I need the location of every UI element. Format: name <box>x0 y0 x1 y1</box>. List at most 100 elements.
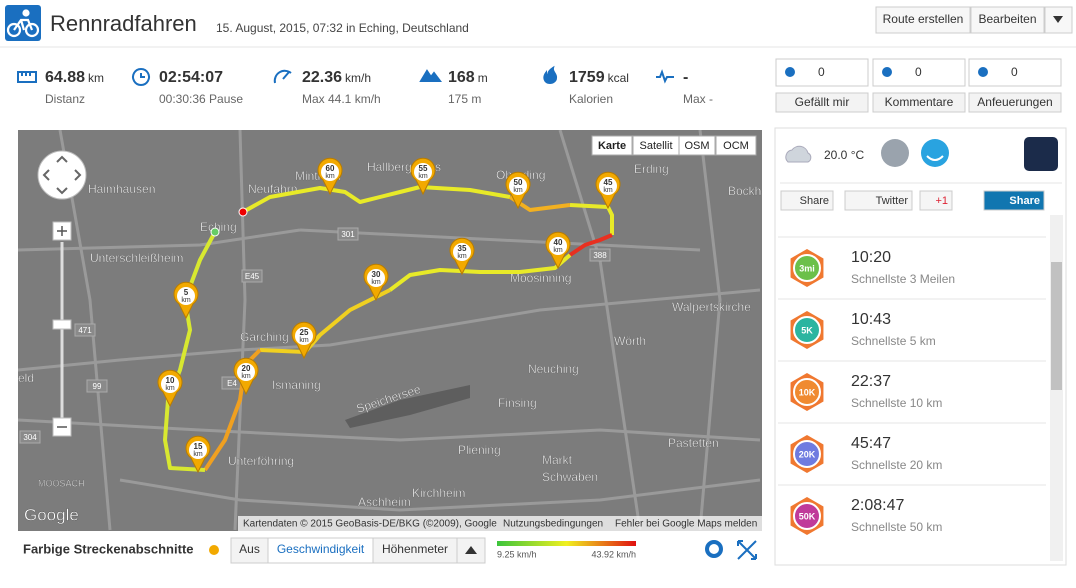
map-type-button[interactable] <box>591 135 633 156</box>
social-button[interactable] <box>775 92 869 113</box>
bike-glyph <box>6 9 40 38</box>
place-label: Garching <box>240 330 289 344</box>
stat-label: 175 m <box>448 92 481 106</box>
legend-tab-label[interactable]: Aus <box>239 542 260 556</box>
map-road <box>698 130 722 531</box>
zoom-handle[interactable] <box>52 319 72 330</box>
social-count: 0 <box>818 65 825 79</box>
record-label: Schnellste 20 km <box>851 458 942 472</box>
share-button[interactable] <box>844 190 913 211</box>
terms-link[interactable]: Nutzungsbedingungen <box>503 519 603 530</box>
km-marker-number: 20 <box>242 364 251 373</box>
header-button[interactable] <box>875 6 971 34</box>
place-label: Schwaben <box>542 470 598 484</box>
stat-label: Max 44.1 km/h <box>302 92 381 106</box>
stat-value: 64.88 <box>45 69 85 86</box>
stat-label: 00:30:36 Pause <box>159 92 243 106</box>
speed-gradient <box>497 541 636 546</box>
km-marker-face <box>414 163 432 181</box>
place-label: MOOSACH <box>38 478 85 488</box>
record-time: 10:43 <box>851 311 891 328</box>
map[interactable]: HaimhausenNeufahrnMintrachHallbergmoosOb… <box>18 130 768 531</box>
share-label[interactable]: Twitter <box>876 195 909 207</box>
header-buttons: Route erstellen Bearbeiten <box>875 6 1073 34</box>
social-icon <box>785 67 795 77</box>
header-button-label[interactable]: Bearbeiten <box>978 12 1036 26</box>
km-marker-unit: km <box>418 173 428 180</box>
km-marker-unit: km <box>457 253 467 260</box>
share-button[interactable] <box>983 190 1045 211</box>
social-button-label[interactable]: Gefällt mir <box>795 95 850 109</box>
road-shield <box>86 379 108 393</box>
km-marker-face <box>321 163 339 181</box>
route-segment <box>568 233 613 257</box>
km-marker-number: 25 <box>300 328 309 337</box>
stat-label: Distanz <box>45 92 85 106</box>
place-label: Bockho <box>728 184 768 198</box>
stat-icon <box>419 69 442 82</box>
place-label: Haimhausen <box>88 182 155 196</box>
record-badge-label: 10K <box>799 387 816 397</box>
km-marker-unit: km <box>325 173 335 180</box>
share-button[interactable] <box>780 190 834 211</box>
pan-control[interactable] <box>37 150 87 200</box>
record-badge-label: 3mi <box>799 263 815 273</box>
surface-icon <box>881 139 909 167</box>
report-link[interactable]: Fehler bei Google Maps melden <box>615 519 757 530</box>
fullscreen-icon[interactable] <box>737 540 757 560</box>
place-label: Unterschleißheim <box>90 251 183 265</box>
map-type-button[interactable] <box>678 135 716 156</box>
km-marker-unit: km <box>193 451 203 458</box>
social-button-label[interactable]: Anfeuerungen <box>977 95 1052 109</box>
pan-arrows <box>42 155 82 195</box>
social-button[interactable] <box>872 92 966 113</box>
km-marker-face <box>367 269 385 287</box>
place-label: Eching <box>200 220 237 234</box>
road-number: 388 <box>593 251 607 260</box>
record-time: 45:47 <box>851 435 891 452</box>
legend-tab[interactable] <box>267 537 374 564</box>
record-badge-core <box>793 440 821 468</box>
mood-icon <box>921 139 949 167</box>
place-label: Finsing <box>498 396 537 410</box>
km-marker-number: 40 <box>554 238 563 247</box>
scroll-thumb[interactable] <box>1051 262 1062 390</box>
social-button[interactable] <box>968 92 1062 113</box>
map-type-label[interactable]: Satellit <box>639 140 672 152</box>
km-marker-unit: km <box>371 279 381 286</box>
road-number: 99 <box>93 382 102 391</box>
route-segment <box>242 185 511 214</box>
weather-icon <box>785 145 812 163</box>
record-time: 2:08:47 <box>851 497 904 514</box>
header-button-label[interactable]: Route erstellen <box>883 12 964 26</box>
share-label[interactable]: +1 <box>935 195 948 207</box>
road-number: 304 <box>23 433 37 442</box>
road-number: 471 <box>78 326 92 335</box>
stat-icon <box>273 69 292 84</box>
km-marker-number: 5 <box>184 288 189 297</box>
place-label: Kirchheim <box>412 486 465 500</box>
legend-title: Farbige Streckenabschnitte <box>23 541 194 556</box>
km-marker-unit: km <box>299 337 309 344</box>
place-label: Moosinning <box>510 271 571 285</box>
legend-tab[interactable] <box>372 537 458 564</box>
settings-icon[interactable] <box>705 540 723 558</box>
road-shield <box>241 269 263 283</box>
share-label[interactable]: Share <box>1009 195 1040 207</box>
map-type-label[interactable]: Karte <box>598 140 626 152</box>
road-shield <box>19 430 41 444</box>
km-marker-number: 15 <box>194 442 203 451</box>
legend-tab-label[interactable]: Geschwindigkeit <box>277 542 365 556</box>
place-label: Neuching <box>528 362 579 376</box>
stat-label: Max - <box>683 92 713 106</box>
social-button-label[interactable]: Kommentare <box>885 95 954 109</box>
share-button[interactable] <box>919 190 953 211</box>
header-button[interactable] <box>970 6 1045 34</box>
map-road <box>18 418 761 442</box>
place-label: Aschheim <box>358 495 411 509</box>
share-label[interactable]: Share <box>800 195 829 207</box>
legend-tab-label[interactable]: Höhenmeter <box>382 542 448 556</box>
map-type-label[interactable]: OCM <box>723 140 749 152</box>
map-type-button[interactable] <box>715 135 757 156</box>
map-type-label[interactable]: OSM <box>684 140 709 152</box>
